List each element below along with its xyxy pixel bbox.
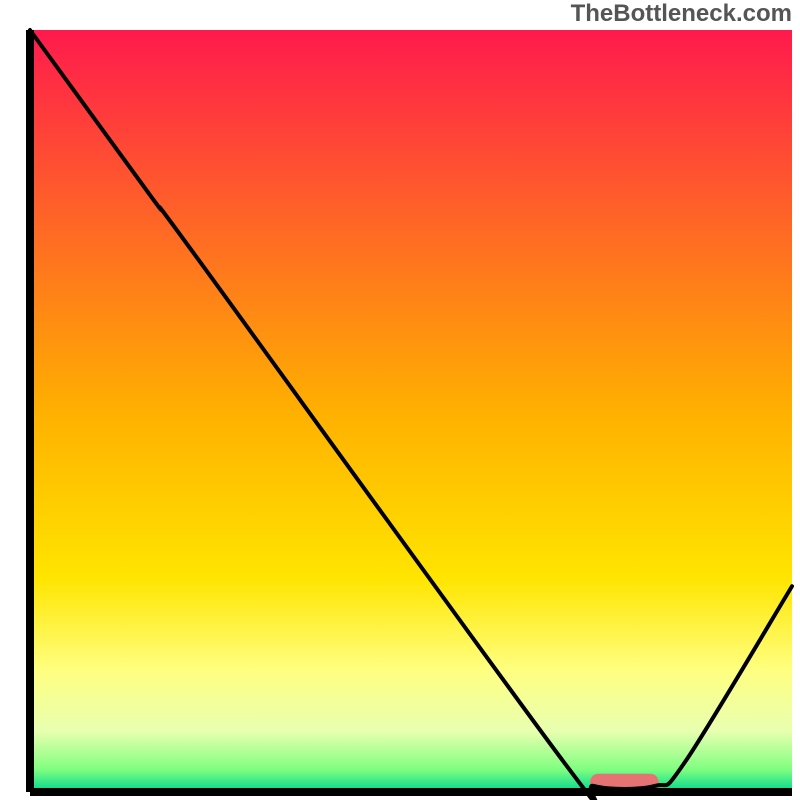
watermark-text: TheBottleneck.com: [571, 0, 792, 28]
chart-background: [30, 30, 792, 792]
chart-container: TheBottleneck.com: [0, 0, 800, 800]
bottleneck-chart: [0, 0, 800, 800]
